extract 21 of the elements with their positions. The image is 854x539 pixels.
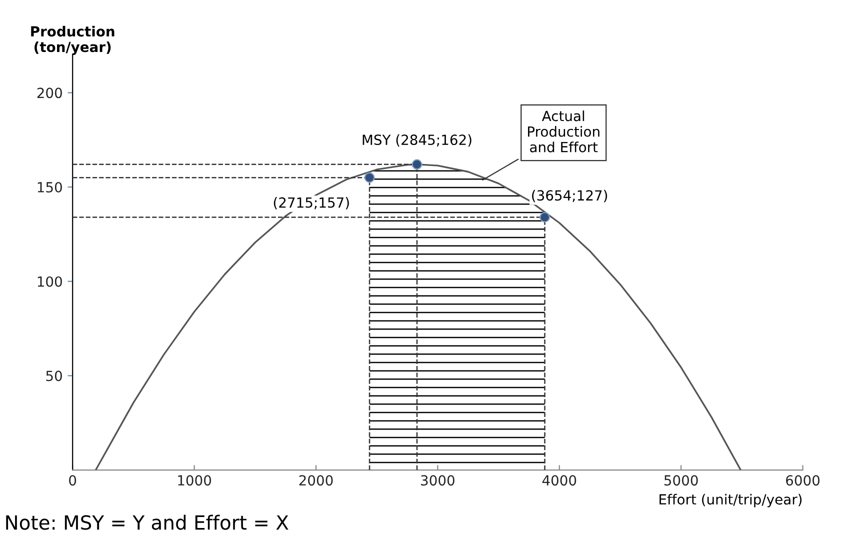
annotation: Actual Production and Effort (528, 110, 600, 152)
annotation: (2715;157) (274, 197, 349, 210)
x-tick-label: 6000 (786, 475, 820, 486)
x-axis-title: Effort (unit/trip/year) (660, 494, 802, 508)
y-axis-title: Production (ton/year) (31, 26, 114, 55)
point (364, 172, 375, 183)
point (412, 159, 422, 170)
annotation: MSY (2845;162) (362, 134, 472, 147)
x-tick-label: 0 (69, 475, 76, 486)
x-tick-label: 2000 (299, 475, 333, 486)
y-tick-label: 200 (37, 88, 62, 98)
x-tick-label: 4000 (542, 475, 576, 486)
y-tick-label: 50 (46, 370, 62, 382)
x-tick-label: 1000 (178, 475, 212, 486)
text: Note: MSY = Y and Effort = X (6, 514, 288, 530)
annotation: (3654;127) (532, 190, 608, 202)
x-tick-label: 3000 (421, 475, 454, 486)
x-tick-label: 5000 (664, 475, 698, 486)
y-tick-label: 150 (38, 182, 62, 193)
y-tick-label: 100 (38, 276, 62, 287)
point (540, 212, 550, 222)
